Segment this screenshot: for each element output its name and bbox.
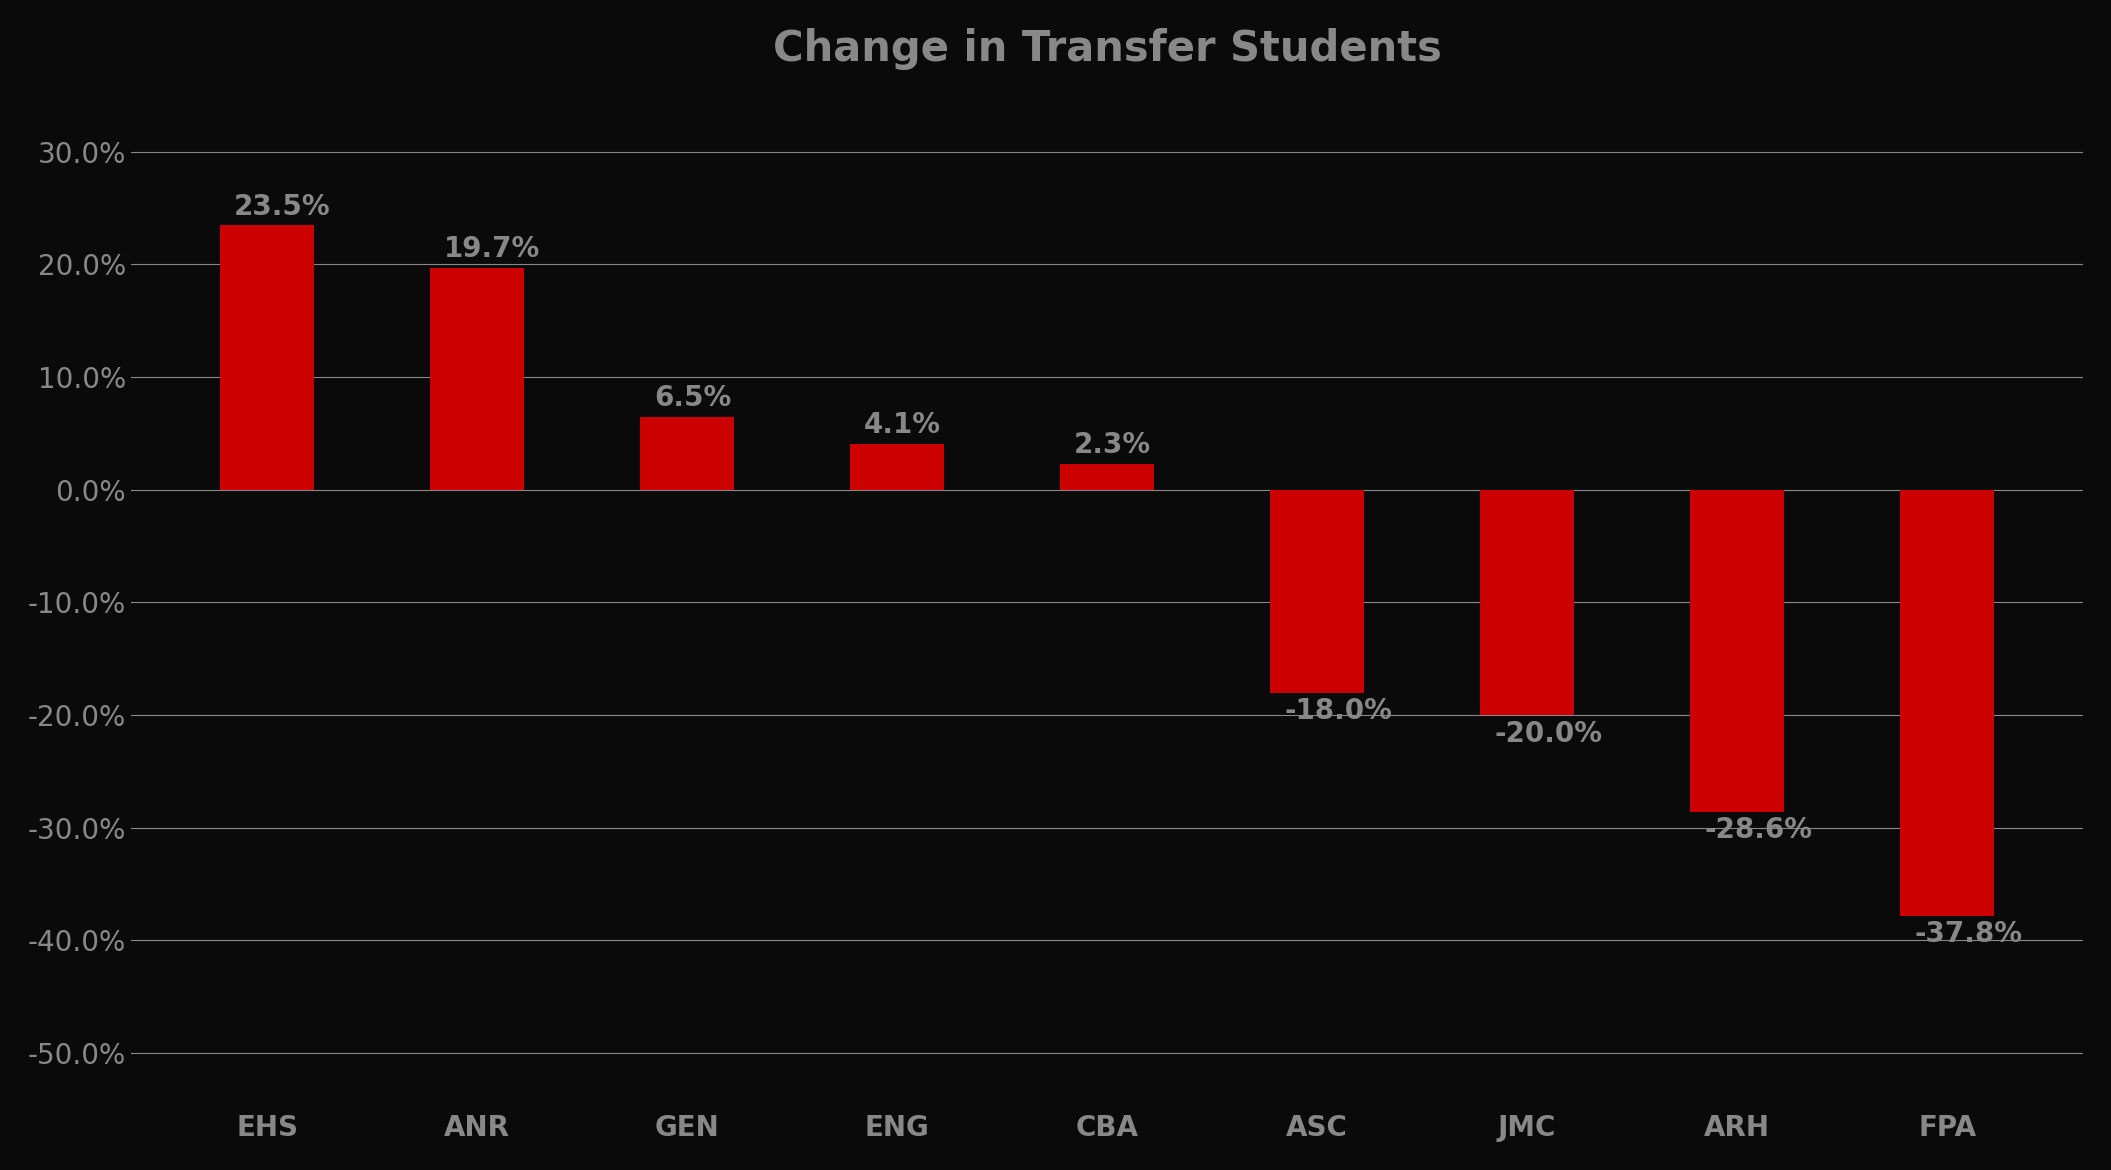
Bar: [1480, 490, 1575, 715]
Bar: [1691, 490, 1784, 812]
Text: 23.5%: 23.5%: [234, 193, 331, 220]
Title: Change in Transfer Students: Change in Transfer Students: [773, 28, 1442, 70]
Text: 6.5%: 6.5%: [654, 384, 730, 412]
Text: 19.7%: 19.7%: [443, 235, 540, 263]
Bar: [851, 443, 944, 490]
Text: -20.0%: -20.0%: [1495, 720, 1602, 748]
Text: -37.8%: -37.8%: [1915, 920, 2022, 948]
Bar: [640, 417, 735, 490]
Text: 2.3%: 2.3%: [1074, 432, 1150, 460]
Text: -18.0%: -18.0%: [1283, 697, 1391, 725]
Bar: [1060, 463, 1155, 490]
Text: 4.1%: 4.1%: [863, 411, 942, 439]
Bar: [1900, 490, 1995, 916]
Bar: [431, 268, 524, 490]
Bar: [220, 225, 315, 490]
Text: -28.6%: -28.6%: [1704, 817, 1811, 845]
Bar: [1271, 490, 1364, 693]
